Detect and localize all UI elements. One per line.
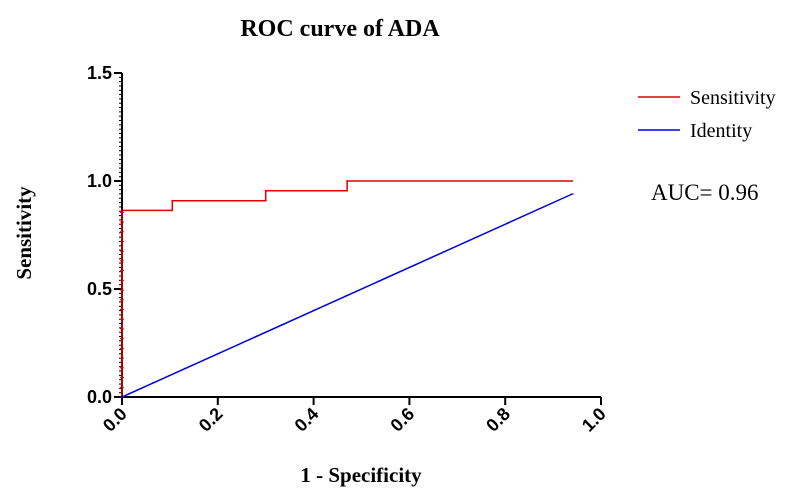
data-point [171, 209, 174, 212]
y-tick-label: 0.0 [87, 387, 112, 407]
series-layer [120, 180, 574, 398]
y-tick-label: 0.5 [87, 279, 112, 299]
x-tick-label: 0.2 [195, 404, 227, 436]
x-axis: 0.0 0.2 0.4 0.6 0.8 1.0 [99, 396, 610, 436]
legend-label-identity: Identity [690, 120, 752, 142]
auc-annotation: AUC= 0.96 [651, 180, 759, 205]
x-tick-label: 1.0 [578, 404, 610, 436]
y-tick-label: 1.0 [87, 171, 112, 191]
x-tick-label: 0.8 [482, 404, 514, 436]
data-point [571, 180, 574, 182]
data-point [264, 199, 267, 202]
x-tick-label: 0.4 [291, 404, 323, 436]
y-axis-title: Sensitivity [12, 186, 36, 280]
data-point [346, 180, 349, 182]
y-axis-title-group: Sensitivity [12, 186, 36, 280]
series-line-sensitivity [121, 180, 573, 397]
x-tick-label: 0.6 [386, 404, 418, 436]
chart-title: ROC curve of ADA [240, 16, 440, 42]
data-point [121, 209, 123, 212]
x-axis-title: 1 - Specificity [300, 463, 422, 487]
legend: Sensitivity Identity [638, 87, 776, 142]
data-point [346, 189, 349, 192]
y-tick-label: 1.5 [87, 63, 112, 83]
data-point [264, 189, 267, 192]
data-point [171, 199, 174, 202]
y-axis: 0.0 0.5 1.0 1.5 [87, 63, 123, 407]
legend-label-sensitivity: Sensitivity [690, 87, 776, 109]
x-tick-label: 0.0 [99, 404, 131, 436]
